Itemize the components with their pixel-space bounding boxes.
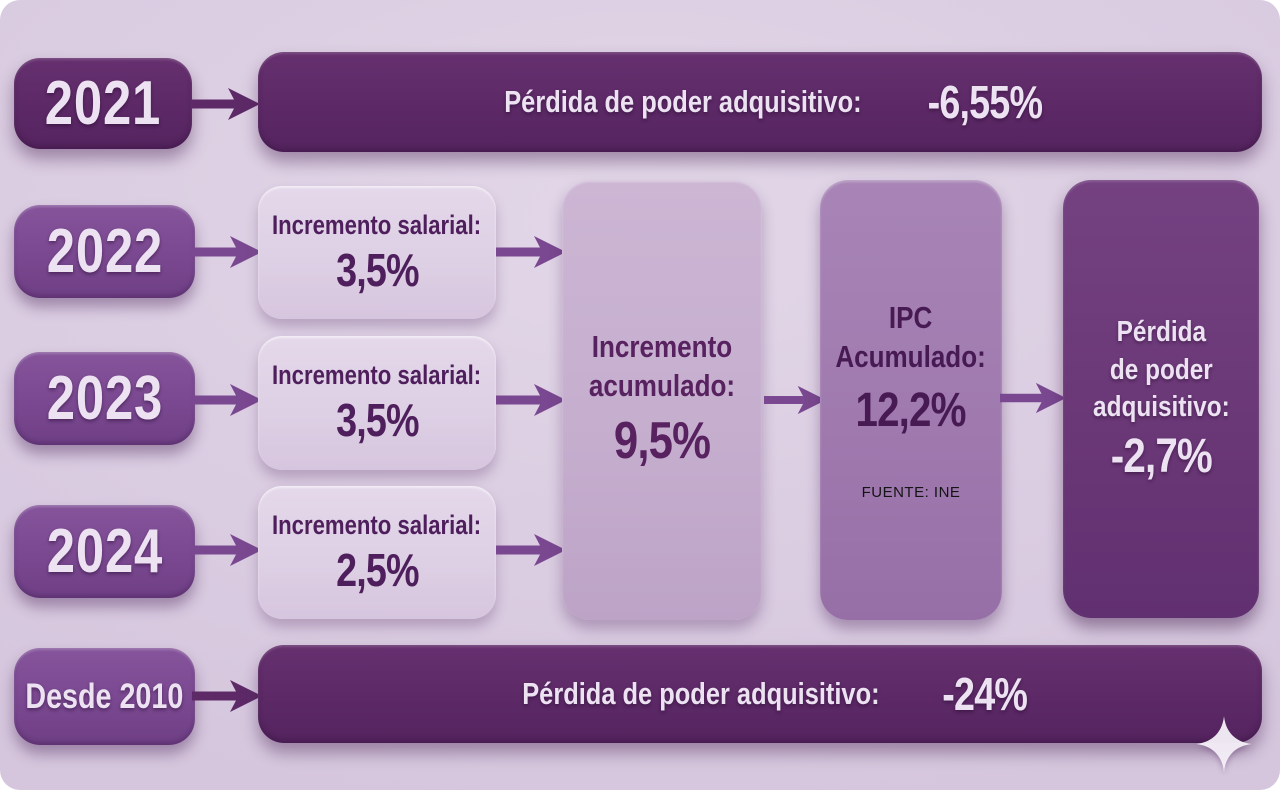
arrow-right-icon [496, 534, 566, 566]
arrow-right-icon [496, 384, 566, 416]
accumulated-ipc-box: IPC Acumulado: 12,2% FUENTE: INE [820, 180, 1002, 620]
year-label: Desde 2010 [25, 677, 184, 716]
salary-increase-label: Incremento salarial: [272, 360, 482, 391]
year-label: 2023 [46, 363, 163, 433]
power-loss-label-line1: Pérdida [1116, 316, 1206, 349]
salary-increase-value: 2,5% [335, 543, 420, 596]
sparkle-icon [1196, 716, 1252, 772]
arrow-right-icon [192, 236, 262, 268]
arrow-right-icon [192, 384, 262, 416]
power-loss-bar-2021: Pérdida de poder adquisitivo: -6,55% [258, 52, 1262, 152]
accumulated-ipc-label-line2: Acumulado: [835, 338, 987, 374]
power-loss-box-accumulated: Pérdida de poder adquisitivo: -2,7% [1063, 180, 1259, 618]
year-badge-2023: 2023 [14, 352, 195, 445]
arrow-right-icon [764, 385, 826, 415]
power-loss-value: -2,7% [1110, 430, 1212, 484]
salary-increase-value: 3,5% [335, 394, 420, 447]
arrow-right-icon [192, 534, 262, 566]
accumulated-ipc-label-line1: IPC [889, 300, 933, 336]
power-loss-label: Pérdida de poder adquisitivo: [522, 676, 880, 711]
year-label: 2022 [46, 216, 163, 286]
arrow-right-icon [190, 88, 260, 120]
year-badge-desde-2010: Desde 2010 [14, 648, 195, 745]
salary-increase-value: 3,5% [335, 243, 420, 296]
year-label: 2024 [46, 516, 163, 586]
year-badge-2022: 2022 [14, 205, 195, 298]
salary-increase-label: Incremento salarial: [272, 209, 482, 240]
power-loss-value: -6,55% [927, 76, 1043, 128]
arrow-right-icon [192, 680, 262, 712]
salary-increase-label: Incremento salarial: [272, 509, 482, 540]
salary-increase-box-2023: Incremento salarial: 3,5% [258, 336, 496, 470]
power-loss-label: Pérdida de poder adquisitivo: [504, 84, 862, 119]
accumulated-increase-label-line2: acumulado: [588, 368, 736, 404]
accumulated-increase-label-line1: Incremento [591, 329, 733, 365]
year-badge-2021: 2021 [14, 58, 192, 149]
power-loss-bar-desde-2010: Pérdida de poder adquisitivo: -24% [258, 645, 1262, 743]
year-label: 2021 [44, 68, 162, 138]
arrow-right-icon [1000, 382, 1066, 414]
power-loss-value: -24% [942, 668, 1029, 720]
salary-increase-box-2022: Incremento salarial: 3,5% [258, 186, 496, 319]
power-loss-label-line2: de poder [1109, 353, 1213, 386]
source-note: FUENTE: INE [861, 483, 961, 501]
power-loss-label-line3: adquisitivo: [1092, 391, 1230, 424]
accumulated-increase-value: 9,5% [613, 411, 711, 470]
accumulated-ipc-value: 12,2% [855, 383, 967, 437]
accumulated-increase-box: Incremento acumulado: 9,5% [562, 180, 762, 620]
salary-increase-box-2024: Incremento salarial: 2,5% [258, 486, 496, 619]
year-badge-2024: 2024 [14, 505, 195, 598]
arrow-right-icon [496, 236, 566, 268]
